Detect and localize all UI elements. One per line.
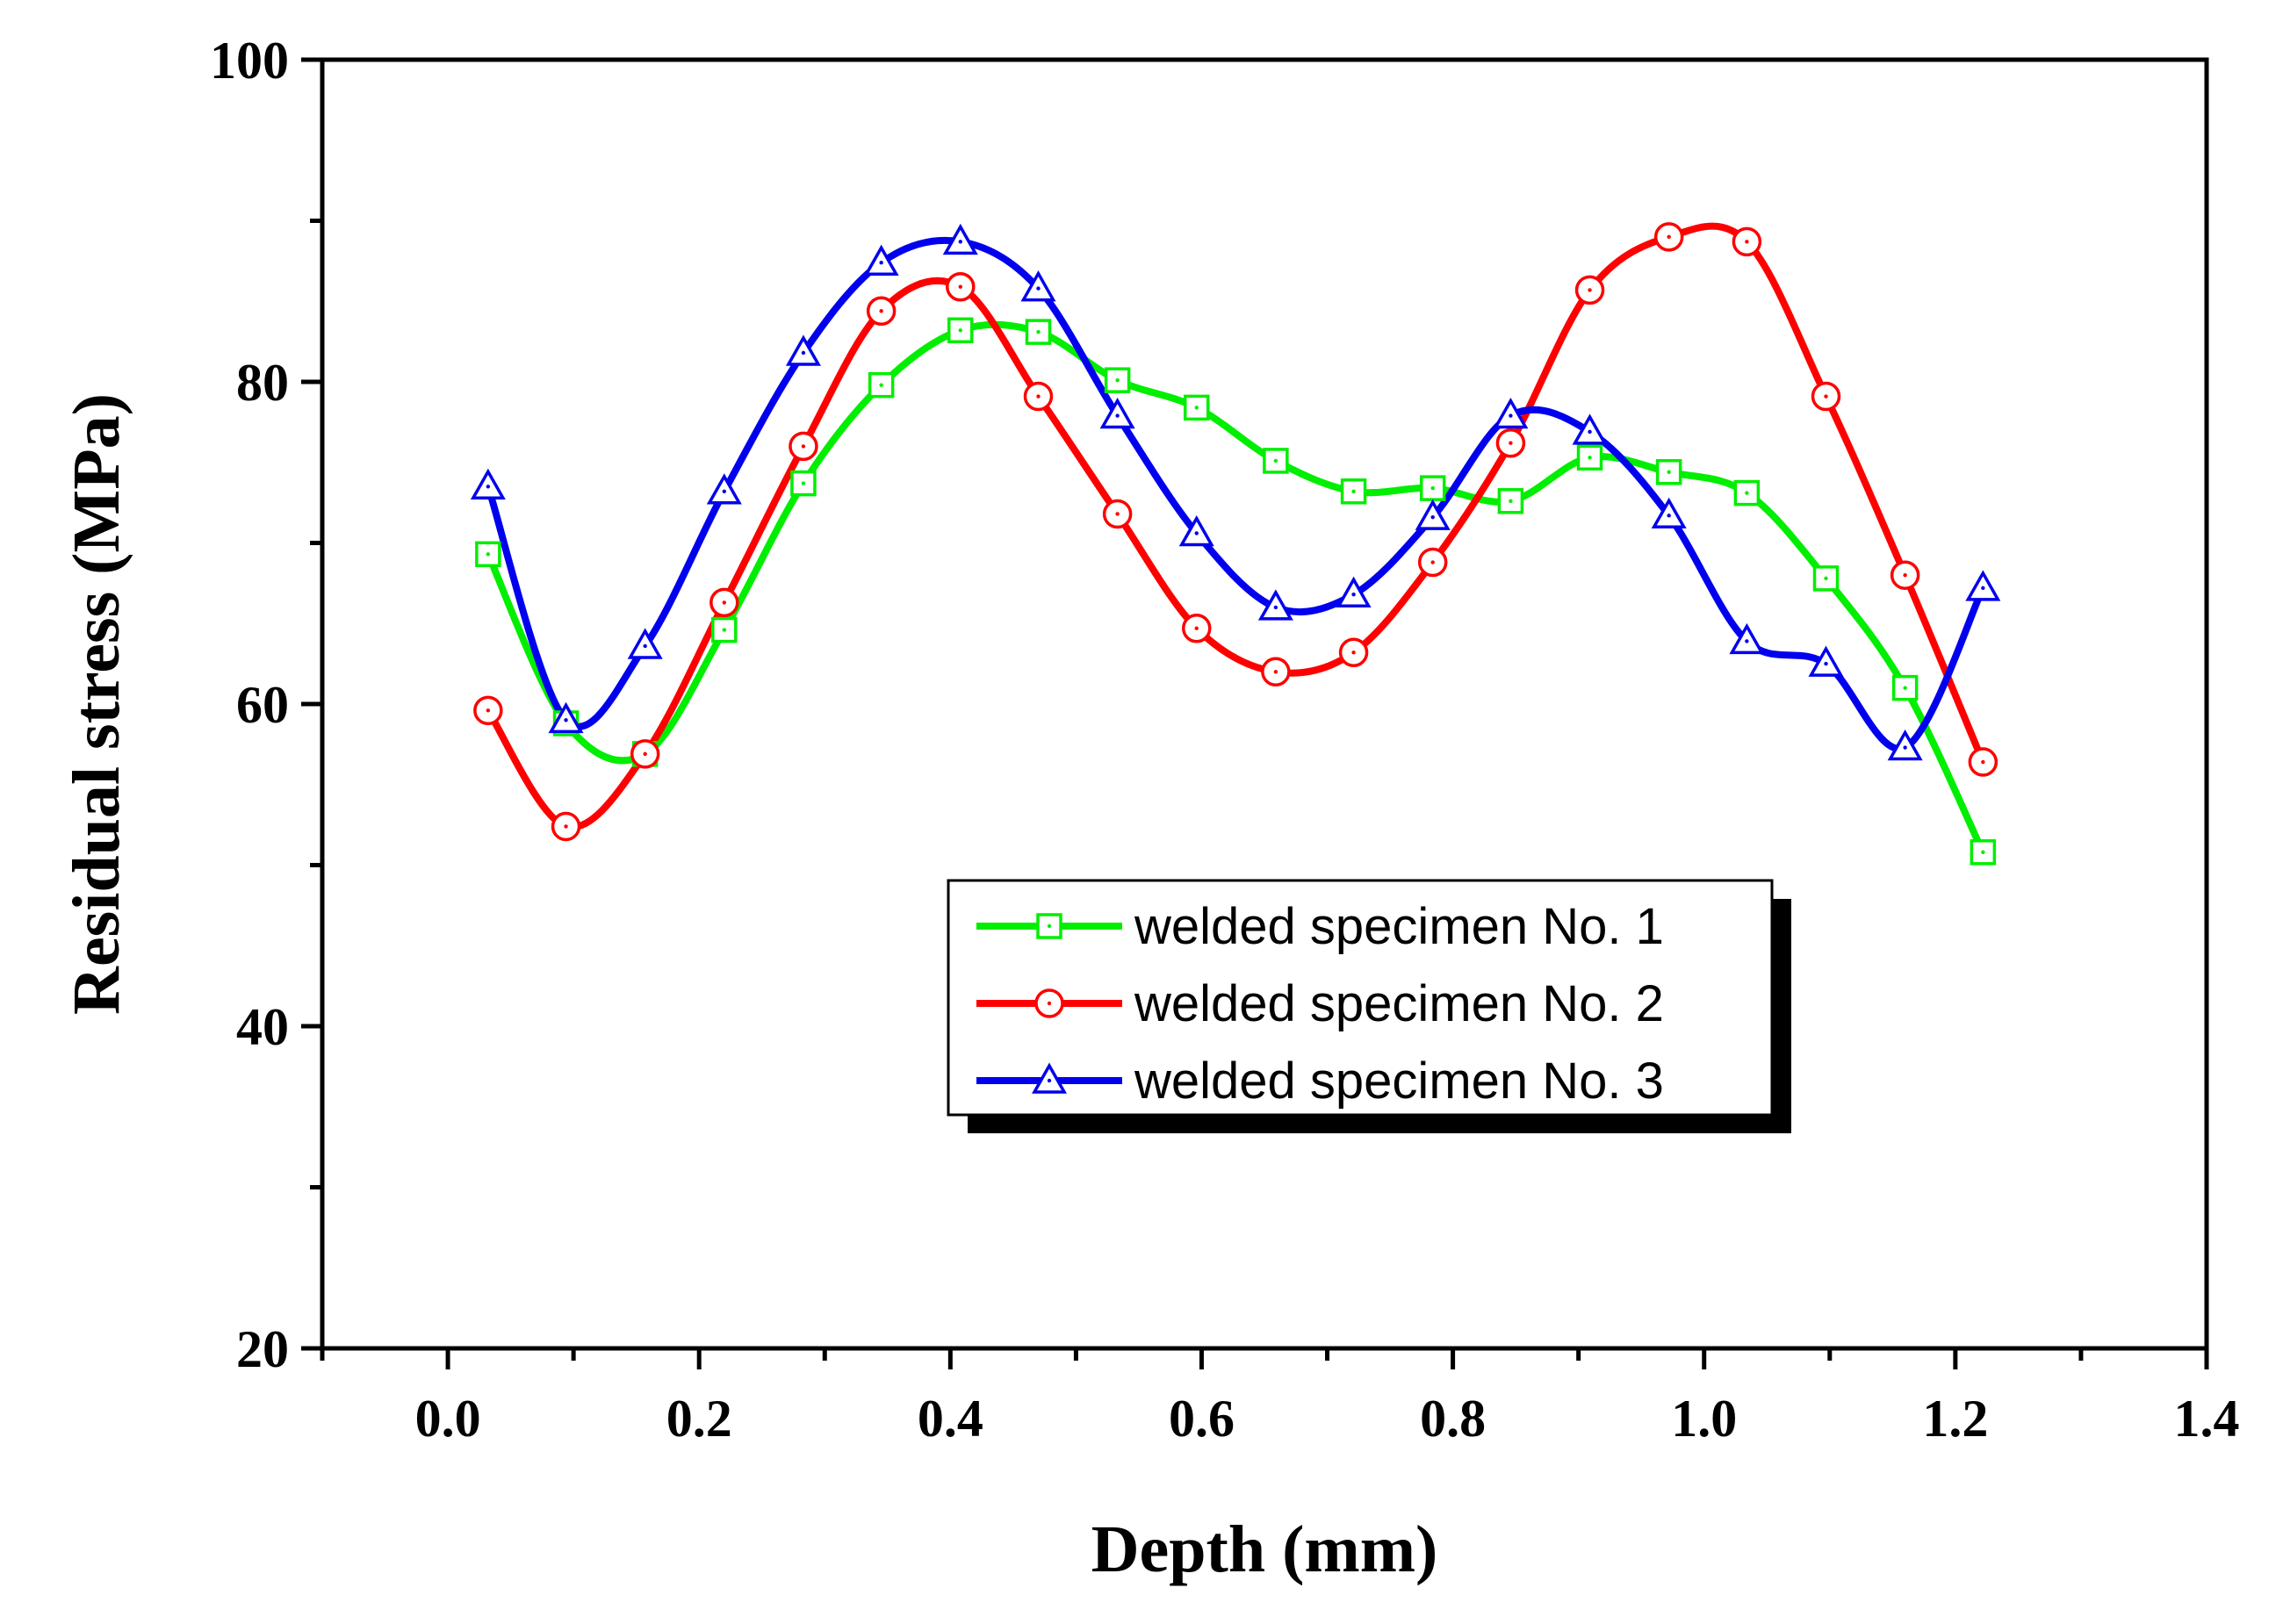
legend: welded specimen No. 1 welded specimen No.…: [947, 879, 1791, 1133]
legend-label-2: welded specimen No. 2: [1134, 975, 1664, 1032]
data-point-series-3-dot: [1430, 514, 1435, 520]
data-point-series-1-dot: [958, 328, 962, 333]
data-point-series-3-dot: [1667, 514, 1671, 518]
data-point-series-1: [1183, 394, 1210, 421]
data-point-series-1: [1340, 478, 1367, 505]
legend-label-3: welded specimen No. 3: [1134, 1053, 1664, 1110]
data-point-series-1-dot: [1115, 377, 1120, 383]
legend-marker-2-dot: [1047, 1001, 1052, 1006]
legend-label-1: welded specimen No. 1: [1134, 898, 1664, 955]
data-point-series-2-dot: [1745, 240, 1749, 244]
data-point-series-2-dot: [722, 600, 727, 605]
x-axis-title: Depth (mm): [1091, 1513, 1438, 1586]
data-point-series-2-dot: [1903, 573, 1907, 578]
x-tick-label: 1.4: [2174, 1390, 2240, 1448]
data-point-series-1: [711, 616, 738, 643]
data-point-series-3-dot: [958, 240, 962, 244]
data-point-series-1-dot: [1588, 456, 1592, 460]
data-point-series-2-dot: [1273, 670, 1278, 674]
data-point-series-3-dot: [1824, 661, 1828, 666]
x-tick-label: 1.0: [1671, 1390, 1737, 1448]
series-markers: [470, 222, 2001, 866]
data-point-series-3-dot: [879, 261, 883, 265]
legend-marker-3-dot: [1047, 1078, 1052, 1083]
x-tick-label: 0.4: [918, 1390, 983, 1448]
data-point-series-2-dot: [1981, 759, 1985, 765]
x-tick-label: 0.8: [1420, 1390, 1486, 1448]
data-point-series-2-dot: [564, 824, 568, 829]
legend-marker-1-dot: [1047, 923, 1052, 929]
legend-box: [947, 879, 1774, 1117]
data-point-series-2-dot: [1588, 288, 1592, 292]
data-point-series-3-dot: [722, 489, 727, 493]
data-point-series-2-dot: [879, 309, 883, 313]
series-line-2: [484, 222, 1987, 831]
y-tick-label: 40: [236, 998, 289, 1056]
data-point-series-3-dot: [1903, 745, 1907, 750]
data-point-series-3-dot: [1588, 429, 1592, 435]
data-point-series-3-dot: [1509, 413, 1513, 418]
data-point-series-3-dot: [486, 485, 491, 489]
data-point-series-1-dot: [1036, 329, 1041, 334]
y-tick-label: 60: [236, 676, 289, 734]
data-point-series-1-dot: [1981, 850, 1985, 855]
data-point-series-1-dot: [879, 383, 883, 387]
data-point-series-3-dot: [801, 350, 806, 356]
data-point-series-1-dot: [1824, 576, 1828, 581]
data-point-series-3-dot: [1981, 586, 1985, 591]
data-point-series-2-dot: [643, 751, 647, 757]
x-axis-ticks: 0.0 0.2 0.4 0.6 0.8 1.0 1.2 1.4: [320, 1348, 2240, 1448]
data-point-series-1: [947, 317, 974, 344]
data-point-series-2-dot: [1115, 512, 1120, 516]
data-point-series-2-dot: [1194, 626, 1199, 630]
x-tick-label: 1.2: [1922, 1390, 1988, 1448]
data-point-series-1: [1576, 444, 1603, 471]
y-tick-label: 100: [210, 32, 289, 90]
data-point-series-1-dot: [1430, 485, 1435, 491]
data-point-series-2-dot: [801, 444, 806, 449]
data-point-series-2-dot: [1430, 560, 1435, 564]
data-point-series-1-dot: [801, 481, 806, 485]
data-point-series-2-dot: [1351, 650, 1356, 655]
data-point-series-1-dot: [1667, 470, 1671, 474]
data-point-series-3-dot: [1351, 593, 1356, 597]
data-point-series-2-dot: [1509, 441, 1513, 445]
data-point-series-3-dot: [1273, 605, 1278, 610]
data-point-series-2-dot: [486, 708, 491, 713]
data-point-series-1-dot: [1745, 491, 1749, 495]
x-tick-label: 0.2: [666, 1390, 732, 1448]
series-line-1: [484, 320, 1987, 856]
data-point-series-1-dot: [1903, 686, 1907, 690]
data-point-series-1-dot: [1351, 489, 1356, 493]
data-point-series-3-dot: [564, 718, 568, 722]
y-axis-ticks: 20 40 60 80 100: [210, 32, 322, 1378]
data-point-series-1-dot: [1273, 458, 1278, 463]
x-tick-label: 0.0: [415, 1390, 481, 1448]
data-point-series-1-dot: [722, 628, 727, 632]
data-point-series-3-dot: [643, 643, 647, 649]
data-point-series-1-dot: [1194, 406, 1199, 410]
data-point-series-2-dot: [1036, 394, 1041, 399]
data-point-series-1-dot: [1509, 499, 1513, 503]
x-tick-label: 0.6: [1169, 1390, 1235, 1448]
data-point-series-1-dot: [486, 552, 491, 557]
y-tick-label: 20: [236, 1320, 289, 1378]
data-point-series-3-dot: [1745, 639, 1749, 643]
data-point-series-3-dot: [1036, 286, 1041, 291]
data-point-series-3-dot: [1115, 413, 1120, 418]
y-tick-label: 80: [236, 354, 289, 412]
data-point-series-2-dot: [1824, 394, 1828, 399]
data-point-series-2-dot: [1667, 234, 1671, 240]
y-axis-title: Residual stress (MPa): [60, 393, 133, 1015]
data-point-series-2-dot: [958, 284, 962, 289]
data-point-series-3-dot: [1194, 531, 1199, 535]
